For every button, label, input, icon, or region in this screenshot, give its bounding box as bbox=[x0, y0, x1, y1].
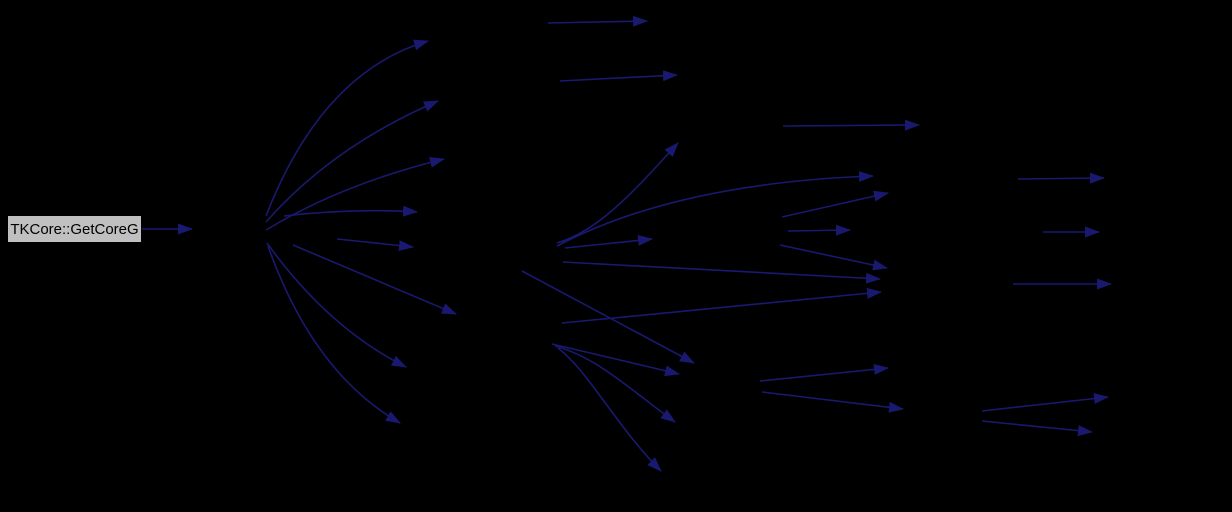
graph-edge bbox=[336, 238, 414, 252]
graph-edge bbox=[761, 391, 904, 413]
graph-edge bbox=[292, 244, 457, 315]
graph-edge bbox=[283, 205, 418, 217]
graph-node-label: TKCore::GetCoreG bbox=[10, 220, 139, 238]
graph-edge bbox=[1017, 172, 1105, 184]
graph-edge bbox=[265, 156, 445, 231]
graph-edge bbox=[562, 261, 881, 284]
graph-edge bbox=[779, 244, 888, 271]
graph-edge bbox=[981, 393, 1109, 412]
graph-edge bbox=[981, 420, 1093, 437]
graph-edge bbox=[561, 287, 882, 324]
graph-edge bbox=[267, 245, 401, 424]
graph-edge bbox=[557, 347, 662, 472]
graph-edge bbox=[759, 363, 889, 382]
graph-edge bbox=[564, 234, 653, 249]
graph-edge bbox=[556, 171, 874, 247]
graph-edge bbox=[556, 142, 679, 244]
graph-edge bbox=[554, 345, 676, 423]
graph-edge bbox=[559, 70, 678, 82]
graph-edge bbox=[265, 39, 429, 217]
graph-edge bbox=[551, 343, 680, 377]
graph-edge bbox=[266, 242, 407, 368]
graph-node-tkcore-getcoreg[interactable]: TKCore::GetCoreG bbox=[7, 215, 142, 243]
graph-edge bbox=[781, 190, 889, 218]
graph-edge bbox=[265, 100, 439, 223]
graph-edge bbox=[782, 119, 920, 131]
graph-edge bbox=[547, 15, 648, 27]
graph-edge bbox=[787, 224, 851, 236]
graph-edge bbox=[521, 270, 695, 364]
